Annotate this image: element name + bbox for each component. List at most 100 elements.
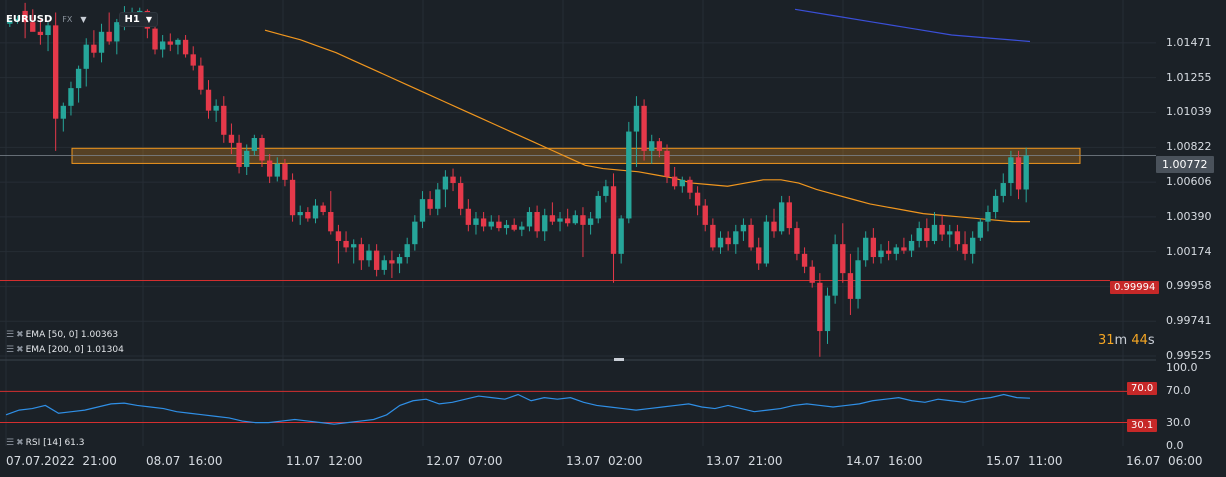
candle bbox=[626, 121, 632, 224]
candle bbox=[572, 210, 578, 225]
pane-resize-handle bbox=[614, 358, 624, 361]
candle bbox=[60, 102, 66, 132]
candle-body bbox=[580, 215, 586, 225]
candle bbox=[282, 158, 288, 187]
candle bbox=[274, 157, 280, 182]
candle-body bbox=[603, 186, 609, 196]
candle bbox=[98, 23, 105, 63]
candle bbox=[924, 218, 930, 248]
timeframe-select[interactable]: H1 ▼ bbox=[118, 12, 159, 27]
ema200-label: EMA [200, 0] 1.01304 bbox=[25, 345, 124, 355]
candle-body bbox=[595, 195, 601, 219]
candle bbox=[381, 255, 387, 275]
candle bbox=[687, 176, 693, 200]
candle-body bbox=[817, 282, 823, 332]
price-tick-label: 1.00606 bbox=[1166, 175, 1212, 189]
candle bbox=[435, 183, 441, 216]
candle-body bbox=[98, 31, 105, 53]
candle-body bbox=[480, 218, 487, 227]
candle bbox=[45, 22, 51, 52]
candle-body bbox=[939, 224, 945, 235]
candle-body bbox=[328, 212, 334, 232]
candle bbox=[580, 207, 586, 258]
time-tick-label: 13.07 21:00 bbox=[706, 454, 783, 468]
candle-body bbox=[702, 205, 708, 225]
candle bbox=[22, 2, 28, 39]
candle-body bbox=[870, 237, 877, 258]
candle bbox=[373, 244, 380, 277]
candle bbox=[771, 208, 777, 238]
candle-body bbox=[167, 41, 173, 45]
candle bbox=[14, 15, 21, 24]
candle bbox=[427, 191, 433, 216]
candle bbox=[534, 205, 540, 238]
candle bbox=[259, 134, 265, 167]
timer-min-unit: m bbox=[1114, 333, 1128, 348]
candle bbox=[75, 65, 82, 103]
candle-body bbox=[320, 205, 326, 213]
candle-body bbox=[855, 260, 861, 299]
candle bbox=[557, 212, 563, 232]
candle bbox=[511, 218, 517, 232]
candle bbox=[542, 208, 548, 241]
candle bbox=[748, 218, 754, 251]
candle bbox=[564, 208, 571, 227]
candle-body bbox=[970, 237, 976, 254]
settings-icon[interactable]: ☰ bbox=[6, 330, 14, 340]
candle bbox=[985, 205, 991, 232]
candle-body bbox=[916, 228, 922, 241]
pane-dividers bbox=[0, 358, 1156, 361]
candle-body bbox=[75, 68, 82, 89]
candle bbox=[840, 223, 846, 283]
candle-body bbox=[366, 250, 372, 261]
candle-body bbox=[587, 218, 594, 225]
candle bbox=[1023, 147, 1029, 203]
ema-lines bbox=[264, 8, 1031, 223]
candle-body bbox=[893, 247, 899, 254]
candle-body bbox=[251, 137, 258, 151]
rsi-legend: ☰ ✖ RSI [14] 61.3 bbox=[6, 438, 84, 448]
level-price-value: 0.99994 bbox=[1114, 282, 1156, 293]
close-icon[interactable]: ✖ bbox=[16, 345, 23, 355]
ema200-legend: ☰ ✖ EMA [200, 0] 1.01304 bbox=[6, 345, 124, 355]
candle bbox=[266, 154, 273, 184]
close-icon[interactable]: ✖ bbox=[16, 330, 23, 340]
rsi-upper-value: 70.0 bbox=[1131, 383, 1154, 394]
symbol-label[interactable]: EURUSD bbox=[6, 14, 53, 25]
candle bbox=[1008, 150, 1014, 196]
chevron-down-icon[interactable]: ▼ bbox=[80, 15, 87, 24]
candle bbox=[740, 218, 747, 241]
candle bbox=[916, 221, 922, 248]
candle bbox=[756, 237, 762, 270]
close-icon[interactable]: ✖ bbox=[16, 438, 23, 448]
ema50-line bbox=[264, 29, 1030, 223]
candle bbox=[656, 137, 663, 158]
candle bbox=[412, 215, 418, 251]
candle-body bbox=[175, 39, 181, 45]
candle-body bbox=[427, 199, 433, 209]
candle bbox=[603, 179, 609, 203]
candle-body bbox=[763, 221, 770, 264]
candle bbox=[251, 134, 258, 156]
candle-body bbox=[473, 218, 479, 225]
candle-body bbox=[671, 176, 678, 187]
candle-body bbox=[60, 105, 66, 119]
price-tick-label: 1.00822 bbox=[1166, 140, 1212, 154]
rsi-tick-label: 70.0 bbox=[1166, 384, 1191, 398]
candle-body bbox=[259, 137, 265, 161]
candle-body bbox=[924, 228, 930, 241]
candle bbox=[847, 253, 854, 315]
candle-body bbox=[733, 231, 739, 245]
candle bbox=[992, 189, 999, 219]
price-tick-label: 0.99525 bbox=[1166, 349, 1212, 362]
candle bbox=[824, 287, 831, 344]
settings-icon[interactable]: ☰ bbox=[6, 345, 14, 355]
candle bbox=[931, 212, 938, 245]
settings-icon[interactable]: ☰ bbox=[6, 438, 14, 448]
candle bbox=[465, 199, 472, 232]
candle-body bbox=[351, 244, 357, 248]
candle-body bbox=[373, 250, 380, 270]
candle-body bbox=[511, 224, 517, 230]
candle bbox=[198, 57, 204, 95]
